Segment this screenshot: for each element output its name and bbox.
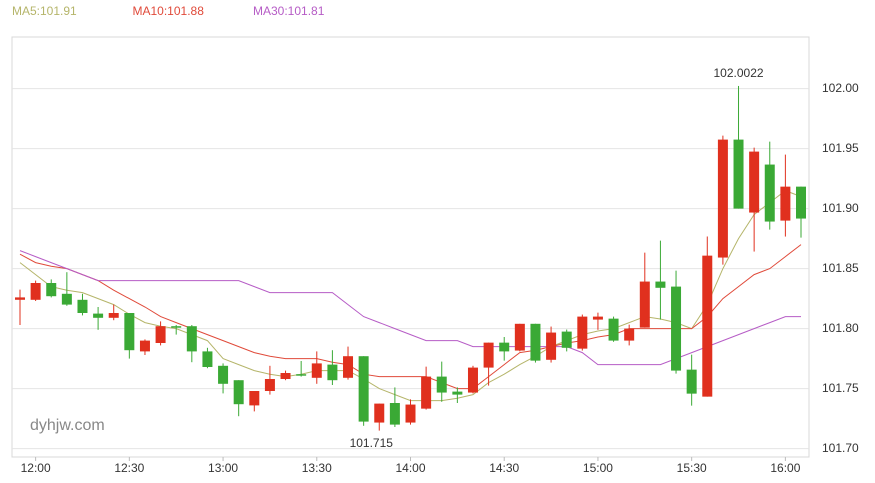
candle-body bbox=[233, 380, 244, 405]
candle-body bbox=[327, 364, 338, 381]
candle-body bbox=[171, 326, 182, 328]
candle-body bbox=[421, 376, 432, 409]
candle-body bbox=[624, 328, 635, 341]
candle-body bbox=[405, 404, 416, 423]
candle-body bbox=[343, 356, 354, 378]
y-tick-label: 101.75 bbox=[822, 381, 859, 395]
y-tick-label: 101.70 bbox=[822, 441, 859, 455]
candle-body bbox=[15, 297, 25, 300]
x-tick-label: 15:00 bbox=[583, 461, 613, 475]
candle-body bbox=[218, 365, 229, 384]
candle-body bbox=[311, 363, 322, 378]
watermark: dyhjw.com bbox=[30, 417, 105, 434]
x-tick-label: 14:30 bbox=[489, 461, 519, 475]
candle-body bbox=[530, 323, 541, 361]
x-tick-label: 16:00 bbox=[770, 461, 800, 475]
candle-body bbox=[296, 374, 307, 376]
candle-body bbox=[483, 342, 494, 368]
candle-body bbox=[124, 313, 135, 351]
candle-body bbox=[686, 369, 697, 394]
plot-frame bbox=[11, 36, 810, 458]
x-tick-label: 13:30 bbox=[302, 461, 332, 475]
y-tick-label: 101.90 bbox=[822, 201, 859, 215]
legend-entry: MA5:101.91 bbox=[12, 4, 77, 18]
max-label: 102.0022 bbox=[713, 66, 763, 80]
candle-body bbox=[374, 403, 385, 423]
candle-body bbox=[764, 164, 775, 222]
candle-body bbox=[61, 293, 72, 305]
candle-body bbox=[796, 186, 806, 219]
ma-line bbox=[19, 190, 802, 402]
candle-body bbox=[186, 326, 197, 352]
y-tick-label: 102.00 bbox=[822, 81, 859, 95]
x-tick-label: 12:30 bbox=[114, 461, 144, 475]
candle-body bbox=[139, 340, 150, 352]
candle-body bbox=[639, 281, 650, 328]
candle-body bbox=[780, 186, 791, 221]
ma-line bbox=[19, 250, 801, 366]
candle-body bbox=[546, 332, 557, 360]
candle-body bbox=[702, 255, 713, 397]
x-tick-label: 12:00 bbox=[21, 461, 51, 475]
candle-body bbox=[93, 313, 104, 318]
candle-body bbox=[561, 331, 572, 348]
candle-body bbox=[608, 318, 619, 341]
candle-body bbox=[358, 356, 369, 422]
candle-body bbox=[592, 316, 603, 320]
candle-body bbox=[77, 299, 88, 313]
candle-body bbox=[30, 283, 41, 300]
candle-body bbox=[264, 379, 275, 391]
candle-body bbox=[499, 342, 510, 352]
candle-body bbox=[280, 373, 291, 379]
y-tick-label: 101.85 bbox=[822, 261, 859, 275]
candle-body bbox=[749, 151, 760, 213]
candle-body bbox=[655, 281, 666, 288]
legend-entry: MA10:101.88 bbox=[133, 4, 205, 18]
candle-body bbox=[733, 139, 744, 209]
candle-body bbox=[436, 376, 447, 393]
candle-body bbox=[717, 139, 728, 258]
candle-body bbox=[46, 283, 57, 297]
candle-body bbox=[202, 351, 213, 367]
ma-line bbox=[19, 244, 802, 390]
y-tick-label: 101.95 bbox=[822, 141, 859, 155]
x-tick-label: 13:00 bbox=[208, 461, 238, 475]
candle-body bbox=[389, 403, 400, 425]
min-label: 101.715 bbox=[350, 436, 394, 450]
candle-body bbox=[108, 313, 119, 318]
candle-body bbox=[671, 286, 682, 371]
candle-body bbox=[249, 391, 260, 406]
candle-body bbox=[467, 367, 478, 393]
candle-body bbox=[514, 323, 525, 351]
x-tick-label: 14:00 bbox=[395, 461, 425, 475]
y-tick-label: 101.80 bbox=[822, 321, 859, 335]
candle-body bbox=[452, 391, 463, 395]
legend-entry: MA30:101.81 bbox=[253, 4, 325, 18]
x-tick-label: 15:30 bbox=[677, 461, 707, 475]
candle-body bbox=[577, 316, 588, 349]
candle-body bbox=[155, 326, 166, 343]
